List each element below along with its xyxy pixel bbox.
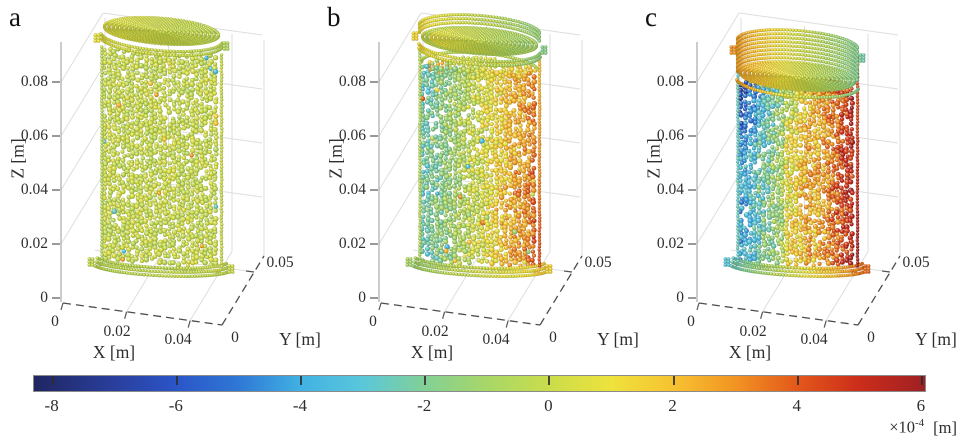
y-tick-label: 0	[549, 329, 557, 346]
x-tick-label: 0	[687, 313, 695, 330]
exponent-base: ×10	[889, 417, 915, 437]
colorbar-tick-label: 0	[544, 396, 553, 415]
z-tick-label: 0.04	[338, 181, 366, 198]
z-tick-label: 0.06	[338, 127, 366, 144]
y-tick-label: 0	[231, 329, 239, 346]
colorbar-tick-label: -6	[168, 396, 183, 415]
x-axis-label: X [m]	[92, 342, 136, 362]
y-tick-label: 0.05	[902, 254, 930, 271]
colorbar-tick-mark	[51, 376, 54, 385]
z-tick-label: 0.08	[20, 73, 48, 90]
exponent-unit: [m]	[933, 417, 957, 437]
colorbar-gradient	[33, 375, 926, 392]
z-tick-label: 0.02	[656, 235, 684, 252]
z-tick-label: 0	[40, 289, 48, 306]
y-tick-label: 0	[867, 329, 875, 346]
colorbar-tick-label: 4	[792, 396, 801, 415]
x-tick-label: 0.04	[800, 331, 828, 348]
z-tick-label: 0.08	[338, 73, 366, 90]
z-tick-label: 0.06	[20, 127, 48, 144]
subplot-b: b Z [m] X [m] Y [m] 0 0.02 0.04 0.06 0.08 0 0.…	[318, 0, 639, 368]
y-tick-label: 0.05	[584, 254, 612, 271]
y-axis-label: Y [m]	[597, 329, 639, 349]
z-tick-label: 0.06	[656, 127, 684, 144]
z-tick-label: 0	[358, 289, 366, 306]
x-tick-label: 0	[51, 313, 59, 330]
z-tick-label: 0.04	[20, 181, 48, 198]
y-axis-label: Y [m]	[915, 329, 957, 349]
colorbar-tick-label: 2	[668, 396, 677, 415]
x-tick-label: 0.02	[103, 323, 131, 340]
colorbar-tick-mark	[299, 376, 302, 385]
y-axis-label: Y [m]	[279, 329, 321, 349]
exponent-power: -4	[915, 417, 925, 429]
z-tick-label: 0.08	[656, 73, 684, 90]
x-tick-label: 0.02	[739, 323, 767, 340]
colorbar-tick-mark	[796, 376, 799, 385]
subplot-letter: b	[327, 2, 341, 32]
x-tick-label: 0	[369, 313, 377, 330]
colorbar-tick-mark	[175, 376, 178, 385]
x-tick-label: 0.02	[421, 323, 449, 340]
subplot-letter: a	[9, 2, 21, 32]
colorbar-exponent-label: ×10-4 [m]	[889, 417, 957, 438]
subplot-a: a Z [m] X [m] Y [m] 0 0.02 0.04 0.06 0.08 0 0.…	[0, 0, 321, 368]
y-tick-label: 0.05	[266, 254, 294, 271]
particle-canvas	[0, 0, 318, 368]
colorbar-tick-mark	[672, 376, 675, 385]
particle-canvas	[318, 0, 636, 368]
colorbar-tick-mark	[424, 376, 427, 385]
x-axis-label: X [m]	[410, 342, 454, 362]
subplot-c: c Z [m] X [m] Y [m] 0 0.02 0.04 0.06 0.08 0 0.…	[636, 0, 957, 368]
colorbar-tick-label: 6	[916, 396, 926, 415]
particle-canvas	[636, 0, 954, 368]
x-tick-label: 0.04	[164, 331, 192, 348]
colorbar-tick-label: -4	[292, 396, 308, 415]
x-axis-label: X [m]	[728, 342, 772, 362]
z-tick-label: 0.02	[20, 235, 48, 252]
z-tick-label: 0	[676, 289, 684, 306]
subplot-letter: c	[645, 2, 657, 32]
colorbar-tick-label: -8	[44, 396, 59, 415]
colorbar-tick-mark	[920, 376, 923, 385]
colorbar-tick-label: -2	[417, 396, 432, 415]
z-tick-label: 0.02	[338, 235, 366, 252]
x-tick-label: 0.04	[482, 331, 510, 348]
colorbar-tick-mark	[548, 376, 551, 385]
z-tick-label: 0.04	[656, 181, 684, 198]
